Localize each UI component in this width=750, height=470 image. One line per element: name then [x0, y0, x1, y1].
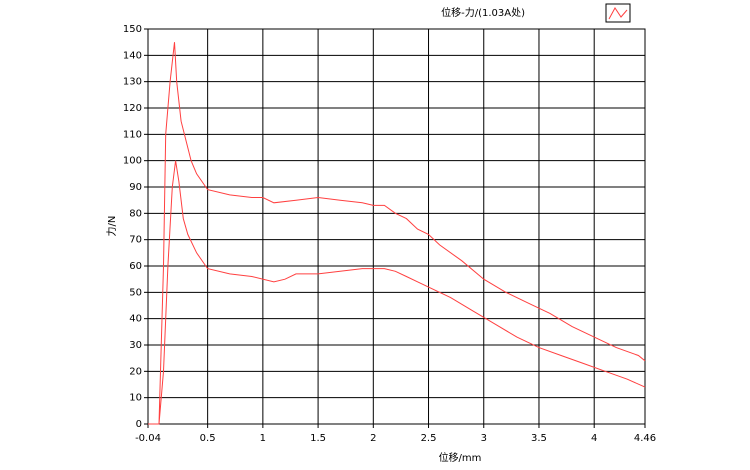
y-tick-label: 110: [123, 129, 142, 140]
x-tick-label: 2.5: [421, 433, 437, 444]
x-tick-label: 3.5: [531, 433, 547, 444]
y-tick-label: 0: [136, 419, 142, 430]
x-tick-label: 4: [591, 433, 597, 444]
y-tick-label: 70: [129, 235, 142, 246]
x-tick-label: 0.5: [200, 433, 216, 444]
y-tick-label: 30: [129, 340, 142, 351]
legend-swatch: [608, 7, 628, 20]
x-tick-label: -0.04: [135, 433, 161, 444]
y-axis-label: 力/N: [105, 216, 118, 237]
legend-label: 位移-力/(1.03A处): [441, 6, 525, 19]
y-tick-label: 20: [129, 366, 142, 377]
y-tick-label: 50: [129, 287, 142, 298]
y-tick-label: 80: [129, 208, 142, 219]
x-tick-label: 1: [260, 433, 266, 444]
x-tick-label: 2: [370, 433, 376, 444]
x-tick-label: 4.46: [634, 433, 656, 444]
data-line: [148, 42, 646, 425]
y-tick-label: 60: [129, 261, 142, 272]
y-tick-label: 120: [123, 103, 142, 114]
y-tick-label: 150: [123, 24, 142, 35]
x-tick-label: 1.5: [310, 433, 326, 444]
x-tick-label: 3: [481, 433, 487, 444]
plot-frame: [147, 28, 646, 425]
x-axis-label: 位移/mm: [439, 451, 482, 464]
y-tick-label: 130: [123, 77, 142, 88]
y-tick-label: 10: [129, 393, 142, 404]
y-tick-label: 90: [129, 182, 142, 193]
y-tick-label: 100: [123, 156, 142, 167]
y-tick-label: 140: [123, 50, 142, 61]
y-tick-label: 40: [129, 314, 142, 325]
